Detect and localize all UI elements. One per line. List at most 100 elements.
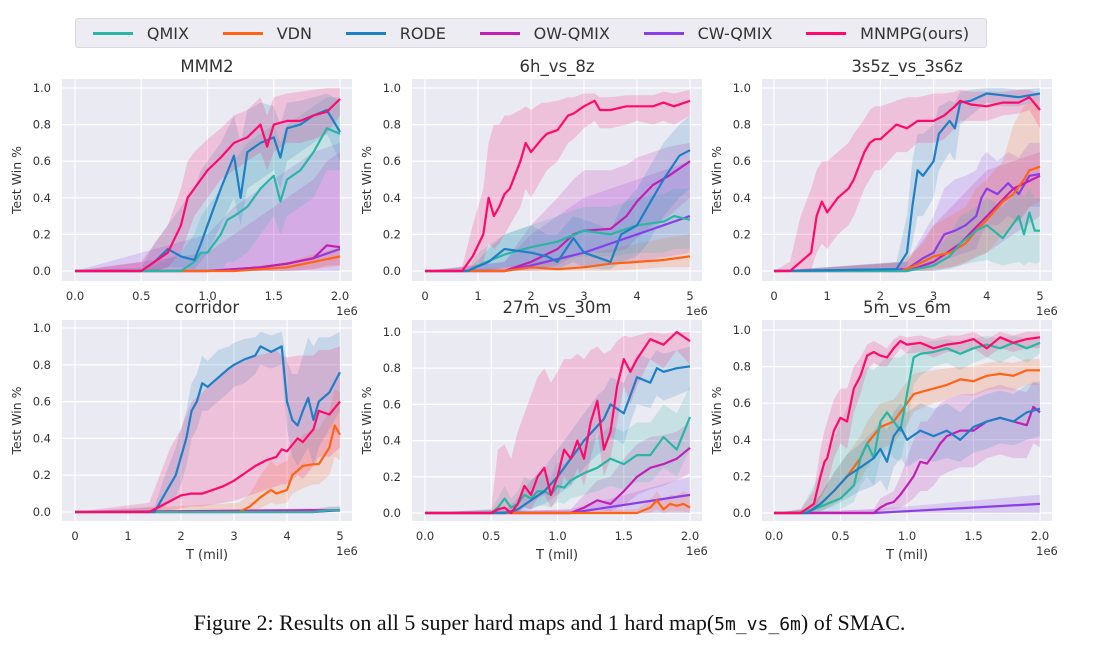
x-tick-label: 0	[71, 529, 78, 543]
confidence-band-rode	[425, 346, 690, 513]
series-group	[425, 89, 691, 273]
chart-legend: QMIX VDN RODE OW-QMIX CW-QMIX MNMPG(ours)	[75, 18, 987, 48]
chart-27m-vs-30m: 0.0 0.5 1.0 1.5 2.0 0.0 0.2 0.4 0.6 0.8 1.0 1e6 Test…	[359, 298, 708, 563]
x-tick-label: 0	[421, 289, 428, 303]
y-tick-label: 0.8	[733, 360, 751, 374]
x-tick-label: 0.0	[66, 289, 84, 303]
y-tick-label: 0.2	[383, 470, 401, 484]
y-tick-label: 0.4	[33, 431, 51, 445]
legend-swatch	[806, 31, 847, 35]
legend-item-ow-qmix: OW-QMIX	[479, 24, 610, 43]
series-line-rode	[75, 345, 341, 514]
x-axis-label: T (mil)	[885, 548, 928, 563]
x-axis-label: T (mil)	[535, 548, 578, 563]
confidence-band-qmix	[774, 188, 1040, 271]
y-tick-label: 0.6	[733, 154, 751, 168]
confidence-band-rode	[774, 88, 1040, 271]
x-tick-label: 2.0	[331, 289, 349, 303]
x-tick-label: 1	[124, 529, 131, 543]
legend-item-mnmpg-ours: MNMPG(ours)	[806, 24, 969, 43]
y-tick-label: 0.2	[383, 227, 401, 241]
chart-title: 27m_vs_30m	[503, 298, 612, 318]
x-tick-label: 0	[770, 289, 777, 303]
confidence-band-mnmpg-ours	[774, 89, 1040, 271]
series-group	[425, 330, 692, 515]
x-tick-label: 1.5	[615, 529, 633, 543]
x-tick-label: 1.5	[265, 289, 283, 303]
chart-5m-vs-6m: 0.0 0.5 1.0 1.5 2.0 0.0 0.2 0.4 0.6 0.8 1.0 1e6 Test…	[709, 298, 1058, 563]
y-tick-label: 0.6	[733, 396, 751, 410]
x-tick-label: 4	[633, 289, 640, 303]
chart-title: 5m_vs_6m	[863, 298, 951, 318]
legend-label: CW-QMIX	[697, 23, 773, 43]
y-tick-label: 1.0	[733, 323, 751, 337]
confidence-band-mnmpg-ours	[425, 332, 690, 513]
y-axis-label: Test Win %	[9, 146, 24, 215]
y-tick-label: 1.0	[33, 81, 51, 95]
y-tick-label: 0.4	[733, 191, 751, 205]
x-tick-label: 0.5	[831, 529, 849, 543]
x-scale-label: 1e6	[336, 304, 358, 318]
y-tick-label: 1.0	[383, 81, 401, 95]
x-tick-label: 5	[336, 529, 343, 543]
series-line-mnmpg-ours	[75, 400, 341, 514]
y-axis-label: Test Win %	[359, 146, 374, 215]
legend-label: MNMPG(ours)	[860, 23, 970, 43]
y-tick-label: 0.8	[33, 358, 51, 372]
series-line-ow-qmix	[425, 446, 691, 515]
chart-title: MMM2	[180, 57, 233, 76]
confidence-band-qmix	[425, 188, 690, 271]
series-line-ow-qmix	[425, 160, 691, 273]
legend-item-cw-qmix: CW-QMIX	[643, 23, 773, 43]
y-tick-label: 0.8	[383, 361, 401, 375]
x-tick-label: 0.0	[416, 529, 434, 543]
series-group	[773, 88, 1041, 273]
series-group	[74, 331, 341, 514]
chart-grid: 0.0 0.5 1.0 1.5 2.0 0.0 0.2 0.4 0.6 0.8 1.0 1e6 Test…	[9, 57, 1058, 563]
x-tick-label: 0.5	[132, 289, 150, 303]
confidence-band-rode	[75, 331, 340, 512]
confidence-band-qmix	[425, 386, 690, 513]
y-tick-label: 0.0	[33, 264, 51, 278]
chart-title: corridor	[175, 298, 240, 317]
confidence-band-rode	[774, 381, 1040, 513]
series-line-rode	[425, 149, 691, 273]
legend-swatch	[92, 31, 133, 35]
caption-code: 5m_vs_6m	[714, 614, 801, 635]
y-tick-label: 0.4	[383, 191, 401, 205]
series-line-rode	[773, 92, 1041, 273]
x-tick-label: 1	[824, 289, 831, 303]
chart-title: 6h_vs_8z	[520, 57, 595, 77]
series-line-vdn	[425, 255, 691, 273]
confidence-band-vdn	[774, 359, 1040, 513]
y-axis-label: Test Win %	[359, 386, 374, 455]
x-tick-label: 2	[877, 289, 884, 303]
y-axis-label: Test Win %	[709, 146, 724, 215]
x-tick-label: 0.0	[765, 529, 783, 543]
chart-title: 3s5z_vs_3s6z	[851, 57, 962, 77]
chart-mmm2: 0.0 0.5 1.0 1.5 2.0 0.0 0.2 0.4 0.6 0.8 1.0 1e6 Test…	[9, 57, 358, 318]
x-tick-label: 3	[930, 289, 937, 303]
y-axis-label: Test Win %	[709, 386, 724, 455]
y-tick-label: 0.2	[33, 227, 51, 241]
x-tick-label: 5	[1036, 289, 1043, 303]
x-tick-label: 2.0	[681, 529, 699, 543]
y-tick-label: 0.6	[33, 154, 51, 168]
series-group	[75, 88, 341, 273]
series-line-mnmpg-ours	[75, 98, 341, 273]
series-line-qmix	[774, 211, 1040, 273]
x-scale-label: 1e6	[686, 544, 708, 558]
plot-background	[62, 320, 352, 521]
x-tick-label: 4	[283, 529, 290, 543]
x-scale-label: 1e6	[336, 544, 358, 558]
legend-item-rode: RODE	[345, 24, 446, 43]
y-tick-label: 0.8	[383, 118, 401, 132]
series-line-mnmpg-ours	[425, 330, 691, 515]
confidence-band-mnmpg-ours	[425, 89, 690, 271]
legend-item-qmix: QMIX	[92, 24, 189, 43]
x-tick-label: 3	[580, 289, 587, 303]
legend-item-vdn: VDN	[222, 24, 312, 43]
confidence-band-cw-qmix	[774, 142, 1040, 271]
caption-suffix: ) of SMAC.	[800, 610, 906, 635]
y-tick-label: 0.8	[733, 118, 751, 132]
